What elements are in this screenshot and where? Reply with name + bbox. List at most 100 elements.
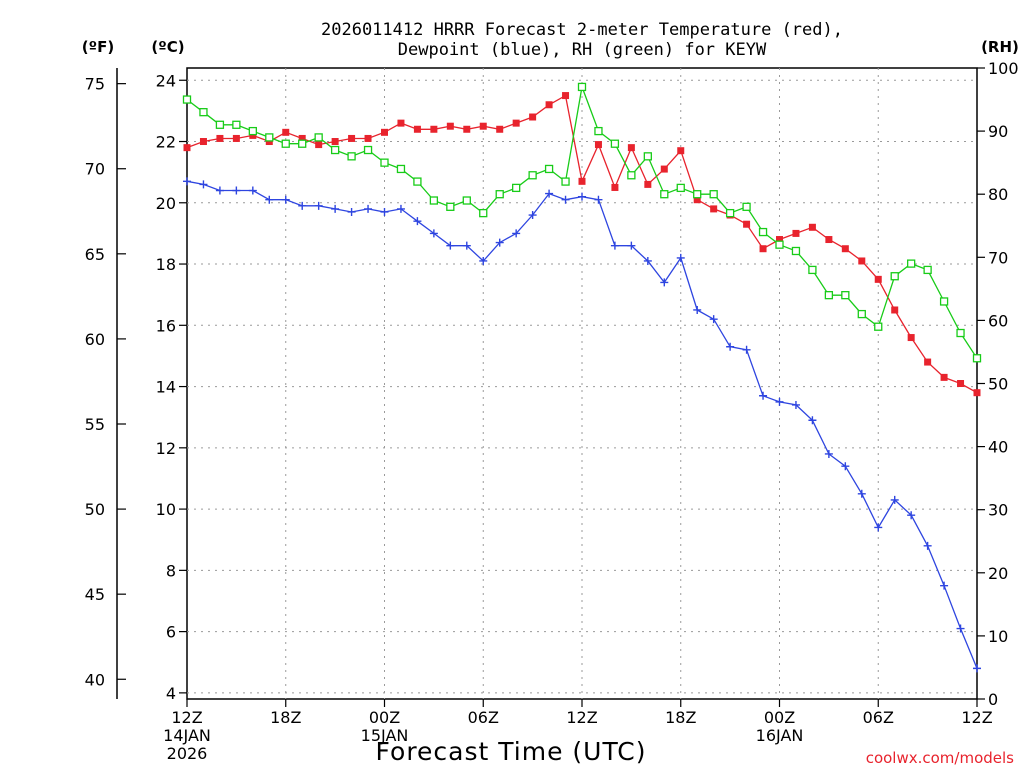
rh-point [182,95,192,104]
grid-lines [187,68,977,699]
dewpoint-point [446,241,455,250]
rh-point [758,227,768,237]
temperature-point [743,220,751,228]
rh-tick-label: 80 [988,185,1008,204]
dewpoint-point [956,624,965,633]
temperature-point [545,101,553,109]
rh-series [182,82,982,363]
dewpoint-point [726,342,735,351]
rh-point [939,297,949,306]
temperature-point [874,275,882,283]
celsius-tick-label: 14 [156,378,176,397]
rh-point [396,164,406,174]
temperature-point [232,134,240,142]
temperature-point [216,134,224,142]
time-tick-label: 18Z [665,708,696,727]
temperature-point [891,306,899,314]
dewpoint-point [396,204,405,213]
fahrenheit-tick-label: 45 [85,585,105,604]
fahrenheit-tick-label: 55 [85,415,105,434]
dewpoint-point [808,416,817,425]
rh-tick-label: 30 [988,501,1008,520]
celsius-tick-label: 18 [156,255,176,274]
rh-point [544,164,554,174]
temperature-point [825,236,833,244]
rh-point [610,139,620,148]
temperature-point [792,229,800,237]
temperature-point [660,165,668,173]
dewpoint-point [512,229,521,238]
dewpoint-point [841,462,850,471]
celsius-tick-label: 16 [156,316,176,335]
celsius-tick-label: 22 [156,133,176,152]
fahrenheit-tick-label: 40 [85,670,105,689]
dewpoint-point [364,204,373,213]
temperature-point [199,138,207,146]
temperature-point [611,183,619,191]
temperature-series [183,92,981,397]
temperature-point [315,141,323,149]
temperature-point [973,389,981,397]
dewpoint-point [709,315,718,324]
temperature-point [331,138,339,146]
rh-point [643,152,652,161]
x-axis-title: Forecast Time (UTC) [376,737,647,766]
rh-tick-label: 40 [988,438,1008,457]
rh-point [808,265,817,275]
dewpoint-point [281,195,290,204]
temperature-point [430,125,438,133]
rh-point [709,190,718,199]
rh-point [890,272,899,281]
rh-point [528,171,537,180]
fahrenheit-tick-label: 50 [85,500,105,519]
time-tick-label: 12Z [171,708,202,727]
dewpoint-point [627,241,636,250]
temperature-point [348,134,356,142]
rh-point [577,82,587,92]
dewpoint-point [215,186,224,195]
dewpoint-point [759,391,768,400]
rh-point [775,240,784,249]
time-tick-label: 06Z [468,708,499,727]
dewpoint-point [545,189,554,198]
temperature-point [381,128,388,136]
rh-point [907,259,916,268]
rh-tick-label: 70 [988,248,1008,267]
rh-point [330,145,340,155]
temperature-point [594,141,602,149]
rh-point [495,190,504,199]
temperature-point [924,358,932,366]
rh-point [874,322,883,331]
temperature-point [183,144,191,152]
rh-tick-label: 100 [988,59,1019,78]
rh-point [725,208,735,218]
rh-point [972,354,982,363]
time-tick-date: 14JAN [163,726,211,745]
rh-point [693,190,702,199]
dewpoint-point [742,345,751,354]
dewpoint-point [265,195,274,204]
rh-point [841,291,850,300]
temperature-point [627,144,635,152]
time-tick-label: 00Z [369,708,400,727]
dewpoint-point [676,253,685,262]
dewpoint-point [331,204,340,213]
celsius-tick-label: 6 [166,623,176,642]
dewpoint-point [693,305,702,314]
rh-point [199,108,208,117]
rh-tick-label: 50 [988,375,1008,394]
dewpoint-point [183,177,191,186]
dewpoint-point [429,229,438,238]
temperature-point [677,147,685,155]
dewpoint-point [857,489,866,498]
rh-point [215,120,225,129]
dewpoint-point [413,217,422,226]
dewpoint-point [479,256,488,265]
rh-point [265,133,274,142]
temperature-point [940,373,948,381]
rh-point [298,139,307,148]
temperature-point [397,119,405,127]
temperature-point [808,223,816,231]
chart-title-line-2: Dewpoint (blue), RH (green) for KEYW [398,40,767,60]
rh-point [314,133,323,142]
